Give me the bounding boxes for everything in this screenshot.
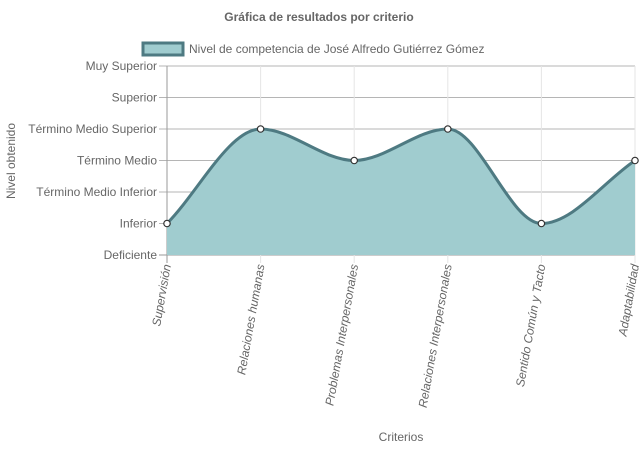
y-tick-label: Término Medio Superior <box>28 122 157 136</box>
series-area-fill <box>167 129 635 255</box>
x-tick-label: Relaciones Interpersonales <box>416 263 455 409</box>
x-tick-label: Relaciones humanas <box>234 263 267 376</box>
data-point[interactable] <box>537 219 546 228</box>
data-point[interactable] <box>443 125 452 133</box>
y-axis-label: Nivel obtenido <box>4 123 18 199</box>
x-tick-label: Sentido Común y Tacto <box>513 263 548 388</box>
legend[interactable]: Nivel de competencia de José Alfredo Gut… <box>141 41 484 57</box>
data-point[interactable] <box>256 125 265 133</box>
y-tick-label: Deficiente <box>104 248 158 262</box>
data-point[interactable] <box>631 156 639 165</box>
x-axis-label: Criterios <box>379 430 424 444</box>
chart-title: Gráfica de resultados por criterio <box>224 10 413 24</box>
x-axis-ticks: Supervisión Relaciones humanas Problemas I… <box>149 263 639 409</box>
legend-label[interactable]: Nivel de competencia de José Alfredo Gut… <box>189 42 484 56</box>
data-point[interactable] <box>163 219 171 228</box>
y-tick-label: Término Medio <box>77 154 157 168</box>
series-line <box>165 127 636 226</box>
y-tick-label: Superior <box>112 91 157 105</box>
data-points <box>163 125 639 228</box>
x-tick-label: Adaptabilidad <box>615 263 639 338</box>
y-tick-label: Término Medio Inferior <box>36 185 157 199</box>
legend-swatch[interactable] <box>141 41 185 57</box>
y-axis-ticks: Deficiente Inferior Término Medio Inferior… <box>28 59 157 262</box>
y-tick-label: Inferior <box>120 217 157 231</box>
series-area <box>165 127 636 255</box>
x-tick-label: Problemas Interpersonales <box>322 263 361 407</box>
x-tick-label: Supervisión <box>149 263 174 328</box>
data-point[interactable] <box>350 156 359 165</box>
y-tick-label: Muy Superior <box>86 59 157 73</box>
